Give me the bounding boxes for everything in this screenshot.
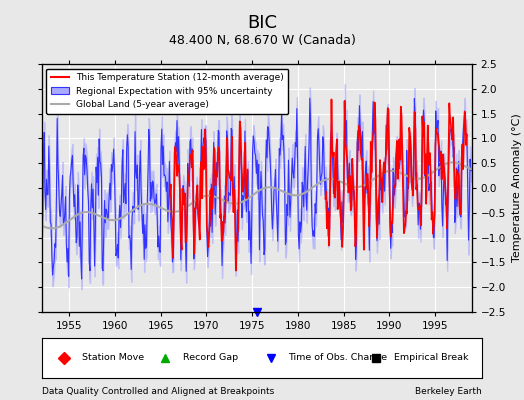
- Legend: This Temperature Station (12-month average), Regional Expectation with 95% uncer: This Temperature Station (12-month avera…: [47, 68, 289, 114]
- Text: Empirical Break: Empirical Break: [394, 354, 468, 362]
- Text: BIC: BIC: [247, 14, 277, 32]
- Text: Time of Obs. Change: Time of Obs. Change: [288, 354, 388, 362]
- Text: Record Gap: Record Gap: [183, 354, 238, 362]
- Y-axis label: Temperature Anomaly (°C): Temperature Anomaly (°C): [511, 114, 521, 262]
- Text: 48.400 N, 68.670 W (Canada): 48.400 N, 68.670 W (Canada): [169, 34, 355, 47]
- Text: Berkeley Earth: Berkeley Earth: [416, 387, 482, 396]
- Text: Station Move: Station Move: [82, 354, 144, 362]
- Text: Data Quality Controlled and Aligned at Breakpoints: Data Quality Controlled and Aligned at B…: [42, 387, 274, 396]
